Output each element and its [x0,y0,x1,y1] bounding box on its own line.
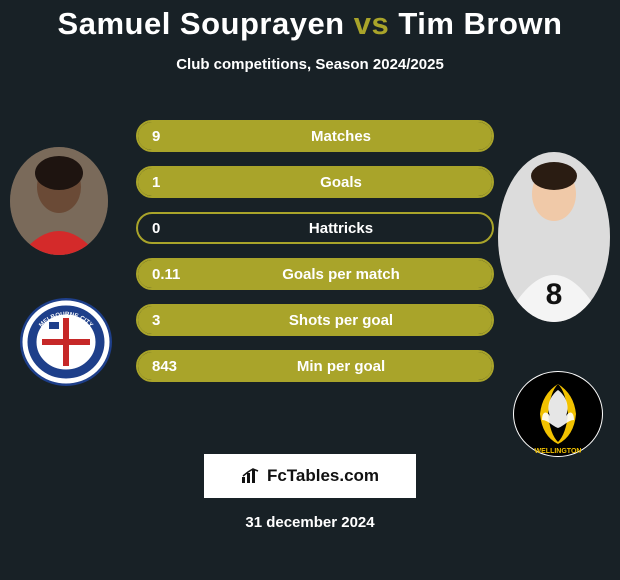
player1-photo [10,147,108,255]
player2-club-crest: WELLINGTON [512,370,604,458]
stat-value: 3 [152,312,204,329]
vs-separator: vs [354,6,389,41]
stat-row: 0.11 Goals per match [136,258,494,290]
bar-chart-icon [241,468,261,484]
stat-label: Min per goal [204,358,478,375]
fctables-watermark: FcTables.com [204,454,416,498]
stat-label: Hattricks [204,220,478,237]
stat-value: 843 [152,358,204,375]
stat-row: 9 Matches [136,120,494,152]
player2-name: Tim Brown [398,6,562,41]
player2-jersey-number: 8 [546,278,563,311]
stat-row: 0 Hattricks [136,212,494,244]
svg-text:WELLINGTON: WELLINGTON [535,448,582,455]
stat-label: Shots per goal [204,312,478,329]
stat-label: Goals [204,174,478,191]
stat-label: Goals per match [204,266,478,283]
stat-row: 843 Min per goal [136,350,494,382]
fctables-label: FcTables.com [267,466,379,486]
stat-value: 1 [152,174,204,191]
comparison-title: Samuel Souprayen vs Tim Brown [0,0,620,42]
player2-photo: 8 [498,152,610,322]
stat-label: Matches [204,128,478,145]
stat-value: 0.11 [152,266,204,283]
stat-value: 0 [152,220,204,237]
stat-value: 9 [152,128,204,145]
stats-panel: 9 Matches 1 Goals 0 Hattricks 0.11 Goals… [136,120,494,396]
player1-club-crest: MELBOURNE CITY [20,298,112,386]
stat-row: 3 Shots per goal [136,304,494,336]
player1-name: Samuel Souprayen [58,6,345,41]
generation-date: 31 december 2024 [0,514,620,531]
subtitle: Club competitions, Season 2024/2025 [0,56,620,73]
stat-row: 1 Goals [136,166,494,198]
